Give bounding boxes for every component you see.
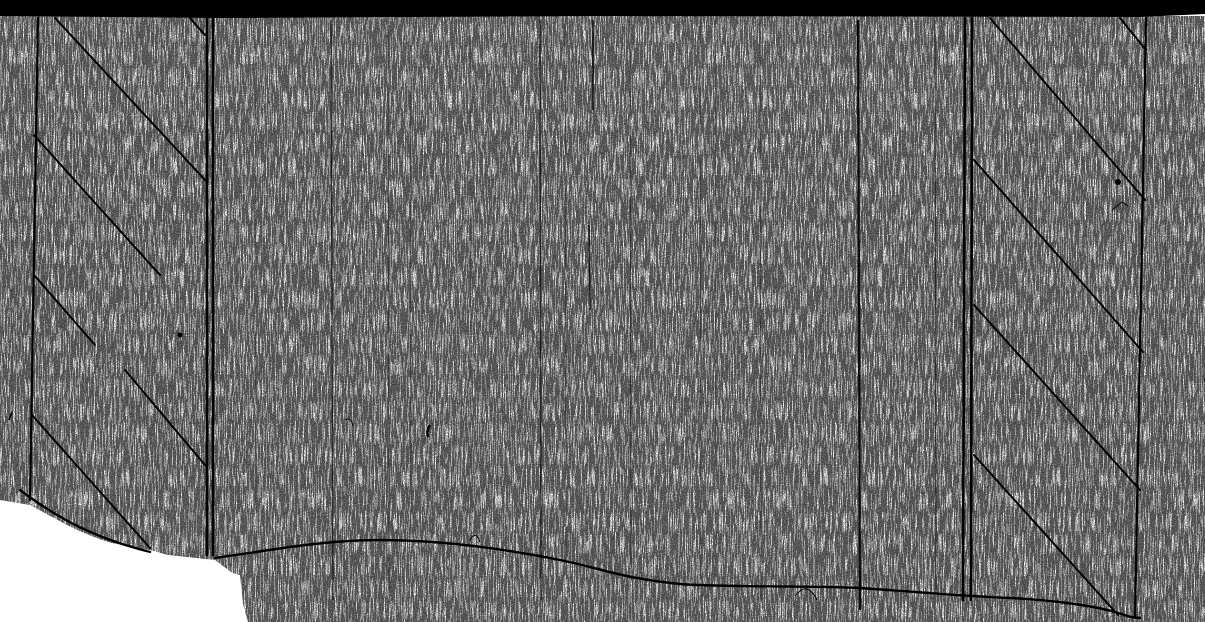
interior-grain-lines xyxy=(11,19,1167,611)
right-wall-inner-edge-2 xyxy=(969,16,974,602)
torn-paper-corner xyxy=(0,505,248,622)
bottom-break-line xyxy=(18,488,1142,620)
top-black-band xyxy=(0,0,1205,18)
right-wall-outer-edge xyxy=(1133,16,1148,620)
left-wall-outer-edge xyxy=(28,16,40,502)
stray-marks xyxy=(8,179,1205,601)
right-hatched-wall xyxy=(961,16,1148,620)
right-wall-inner-edge xyxy=(961,16,967,602)
left-hatched-wall xyxy=(28,16,215,557)
